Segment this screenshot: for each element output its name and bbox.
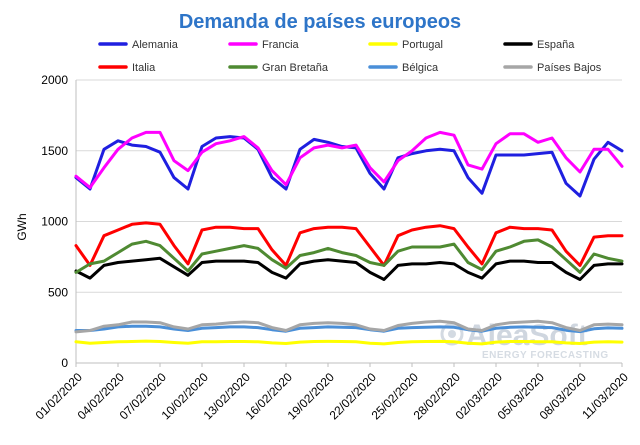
series-line-países-bajos [74, 319, 624, 334]
grid-lines [76, 79, 622, 293]
series-line-francia [74, 130, 624, 189]
legend-label: Italia [132, 62, 156, 74]
watermark: AleaSoft ENERGY FORECASTING [440, 319, 609, 361]
y-axis-label: GWh [15, 213, 29, 240]
legend-label: Francia [262, 39, 300, 51]
series-line-españa [74, 256, 624, 281]
y-tick-label: 0 [61, 356, 68, 370]
legend-item: Países Bajos [503, 62, 602, 74]
y-tick-label: 500 [48, 285, 68, 299]
legend-item: España [503, 39, 575, 51]
legend-label: Gran Bretaña [262, 62, 329, 74]
y-tick-label: 1500 [41, 144, 68, 158]
legend-label: Portugal [402, 39, 443, 51]
chart-title: Demanda de países europeos [179, 11, 461, 33]
legend-label: Bélgica [402, 62, 439, 74]
watermark-brand: AleaSoft [466, 319, 588, 352]
legend: Alemania Francia Portugal España Italia Gran … [98, 39, 602, 74]
legend-item: Gran Bretaña [228, 62, 329, 74]
legend-label: Países Bajos [537, 62, 602, 74]
legend-item: Italia [98, 62, 156, 74]
watermark-tagline: ENERGY FORECASTING [482, 350, 609, 361]
legend-item: Alemania [98, 39, 179, 51]
y-tick-label: 2000 [41, 73, 68, 87]
legend-item: Francia [228, 39, 300, 51]
series-line-bélgica [74, 324, 624, 334]
series-line-gran-bretaña [74, 238, 624, 274]
y-tick-label: 1000 [41, 215, 68, 229]
legend-label: Alemania [132, 39, 179, 51]
legend-item: Portugal [368, 39, 443, 51]
series-line-italia [74, 221, 624, 267]
series-lines [74, 130, 624, 346]
legend-item: Bélgica [368, 62, 439, 74]
series-line-portugal [74, 339, 624, 346]
axes [75, 80, 622, 364]
y-tick-labels: 0 500 1000 1500 2000 [41, 73, 68, 370]
legend-label: España [537, 39, 575, 51]
